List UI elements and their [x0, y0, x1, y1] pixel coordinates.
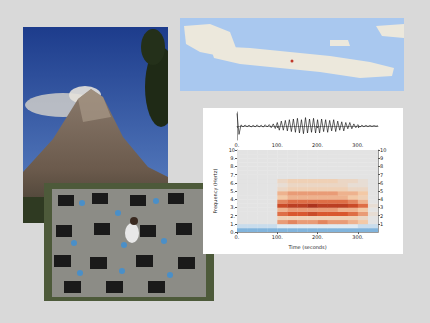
svg-text:7: 7: [380, 172, 383, 178]
svg-text:9: 9: [380, 155, 383, 161]
svg-text:100.: 100.: [272, 234, 284, 240]
svg-text:9.: 9.: [230, 155, 235, 161]
svg-text:200.: 200.: [312, 234, 324, 240]
svg-text:7.: 7.: [230, 172, 235, 178]
svg-text:5: 5: [380, 188, 383, 194]
svg-text:8: 8: [380, 163, 383, 169]
svg-text:10: 10: [229, 147, 235, 153]
svg-text:300.: 300.: [352, 234, 364, 240]
svg-text:3.: 3.: [230, 204, 235, 210]
svg-text:200.: 200.: [312, 142, 324, 148]
svg-text:0.: 0.: [230, 229, 235, 236]
svg-text:2: 2: [380, 213, 383, 219]
svg-text:4: 4: [380, 196, 383, 202]
svg-text:Time (seconds): Time (seconds): [287, 244, 326, 250]
svg-text:1.: 1.: [230, 221, 235, 227]
svg-text:6.: 6.: [230, 180, 235, 186]
svg-text:0.: 0.: [235, 234, 240, 240]
svg-text:0.: 0.: [235, 142, 240, 148]
svg-text:Frequency (Hertz): Frequency (Hertz): [212, 169, 219, 214]
svg-text:3: 3: [380, 204, 383, 210]
svg-text:2.: 2.: [230, 213, 235, 219]
svg-text:10: 10: [380, 147, 386, 153]
svg-text:1: 1: [380, 221, 383, 227]
svg-text:5.: 5.: [230, 188, 235, 194]
svg-text:4.: 4.: [230, 196, 235, 202]
svg-text:8.: 8.: [230, 163, 235, 169]
svg-text:6: 6: [380, 180, 383, 186]
svg-text:100.: 100.: [272, 142, 284, 148]
svg-text:300.: 300.: [352, 142, 364, 148]
